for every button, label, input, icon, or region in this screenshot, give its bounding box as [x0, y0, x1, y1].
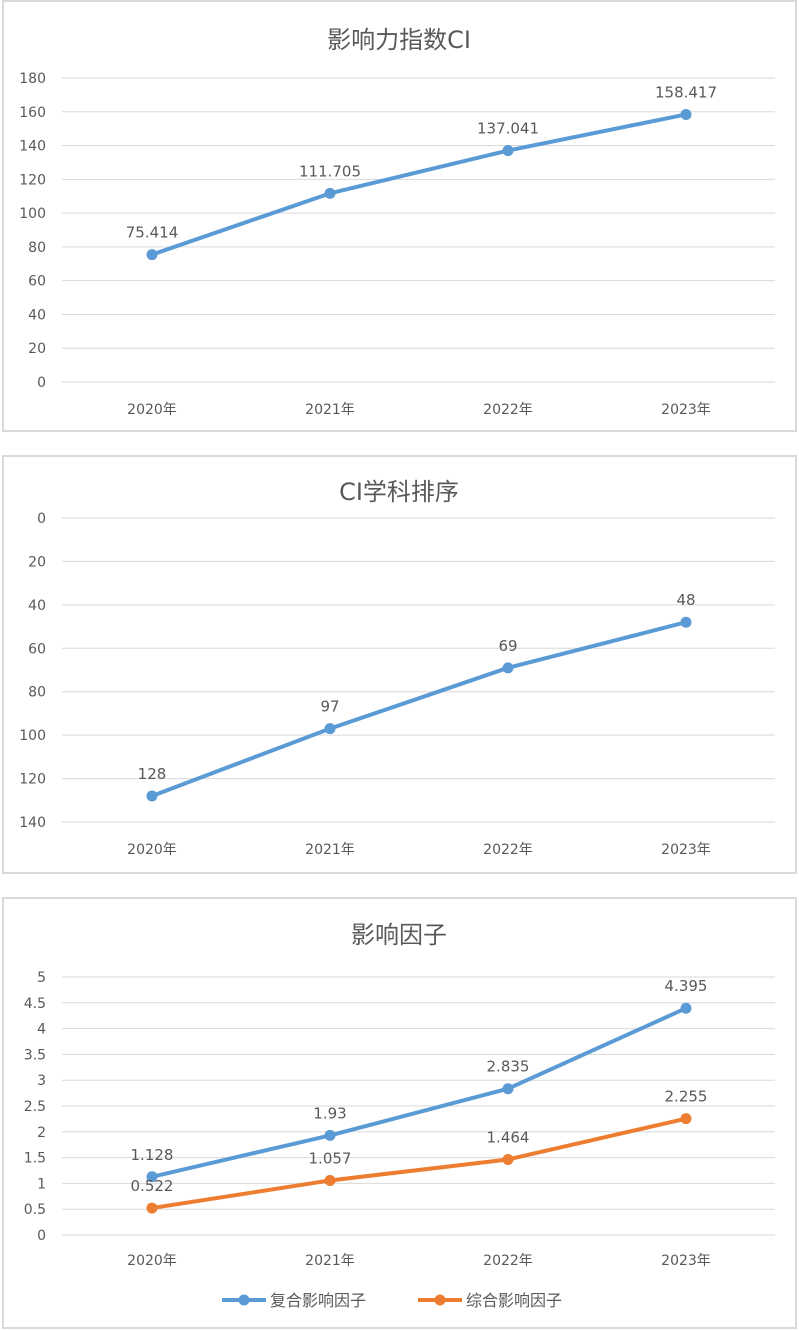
- x-tick-label: 2021年: [305, 1253, 355, 1269]
- chart-impact-factor: [2, 897, 797, 1329]
- x-tick-label: 2020年: [127, 402, 177, 418]
- data-point: [146, 1202, 158, 1214]
- y-tick-label: 1.5: [24, 1151, 46, 1167]
- data-label: 137.041: [477, 120, 539, 138]
- legend-label: 综合影响因子: [466, 1291, 562, 1310]
- y-tick-label: 100: [19, 728, 46, 744]
- x-tick-label: 2021年: [305, 842, 355, 858]
- data-point: [324, 1174, 336, 1186]
- series-line: [151, 620, 687, 798]
- data-point: [502, 662, 514, 674]
- chart-title: 影响力指数CI: [327, 26, 471, 54]
- x-tick-label: 2023年: [661, 842, 711, 858]
- data-point: [324, 187, 336, 199]
- data-label: 75.414: [126, 224, 179, 242]
- y-tick-label: 0: [37, 511, 46, 527]
- y-tick-label: 140: [19, 139, 46, 155]
- data-point: [680, 108, 692, 120]
- y-tick-label: 4.5: [24, 996, 46, 1012]
- y-tick-label: 3.5: [24, 1047, 46, 1063]
- data-label: 1.057: [309, 1149, 352, 1167]
- y-tick-label: 20: [28, 341, 46, 357]
- data-label: 69: [498, 637, 517, 655]
- chart-title: 影响因子: [351, 921, 447, 949]
- data-label: 0.522: [131, 1177, 174, 1195]
- x-tick-label: 2023年: [661, 1253, 711, 1269]
- data-label: 48: [676, 591, 695, 609]
- x-tick-label: 2020年: [127, 1253, 177, 1269]
- series-line: [151, 1116, 687, 1211]
- y-tick-label: 3: [37, 1073, 46, 1089]
- y-tick-label: 120: [19, 772, 46, 788]
- y-tick-label: 2: [37, 1125, 46, 1141]
- x-tick-label: 2022年: [483, 402, 533, 418]
- data-label: 128: [138, 765, 167, 783]
- data-point: [502, 1083, 514, 1095]
- data-label: 158.417: [655, 83, 717, 101]
- y-tick-label: 1: [37, 1176, 46, 1192]
- y-tick-label: 40: [28, 598, 46, 614]
- x-tick-label: 2022年: [483, 1253, 533, 1269]
- data-point: [324, 723, 336, 735]
- x-tick-label: 2021年: [305, 402, 355, 418]
- data-point: [502, 1153, 514, 1165]
- y-tick-label: 0: [37, 375, 46, 391]
- data-label: 4.395: [665, 977, 708, 995]
- series-line: [151, 112, 687, 257]
- y-tick-label: 120: [19, 172, 46, 188]
- y-tick-label: 0.5: [24, 1202, 46, 1218]
- y-tick-label: 20: [28, 554, 46, 570]
- y-tick-label: 80: [28, 685, 46, 701]
- y-tick-label: 40: [28, 307, 46, 323]
- data-label: 1.93: [313, 1104, 346, 1122]
- data-point: [324, 1129, 336, 1141]
- data-point: [146, 1171, 158, 1183]
- data-point: [146, 249, 158, 261]
- chart-ci-index: [2, 0, 797, 432]
- data-point: [146, 790, 158, 802]
- y-tick-label: 80: [28, 240, 46, 256]
- y-tick-label: 140: [19, 815, 46, 831]
- legend-label: 复合影响因子: [270, 1291, 366, 1310]
- y-tick-label: 4: [37, 1022, 46, 1038]
- y-tick-label: 180: [19, 71, 46, 87]
- chart-title: CI学科排序: [339, 478, 459, 506]
- data-label: 2.255: [665, 1088, 708, 1106]
- data-label: 97: [320, 698, 339, 716]
- data-point: [680, 1113, 692, 1125]
- data-point: [502, 145, 514, 157]
- data-point: [680, 1002, 692, 1014]
- data-label: 1.464: [487, 1128, 530, 1146]
- data-label: 1.128: [131, 1146, 174, 1164]
- series-line: [151, 1006, 687, 1179]
- legend-marker: [238, 1294, 250, 1306]
- y-tick-label: 2.5: [24, 1099, 46, 1115]
- y-tick-label: 100: [19, 206, 46, 222]
- y-tick-label: 0: [37, 1228, 46, 1244]
- x-tick-label: 2020年: [127, 842, 177, 858]
- data-label: 111.705: [299, 162, 361, 180]
- y-tick-label: 60: [28, 274, 46, 290]
- x-tick-label: 2023年: [661, 402, 711, 418]
- chart-ci-rank: [2, 455, 797, 874]
- data-label: 2.835: [487, 1058, 530, 1076]
- y-tick-label: 5: [37, 970, 46, 986]
- y-tick-label: 60: [28, 641, 46, 657]
- data-point: [680, 616, 692, 628]
- legend-marker: [434, 1294, 446, 1306]
- y-tick-label: 160: [19, 105, 46, 121]
- x-tick-label: 2022年: [483, 842, 533, 858]
